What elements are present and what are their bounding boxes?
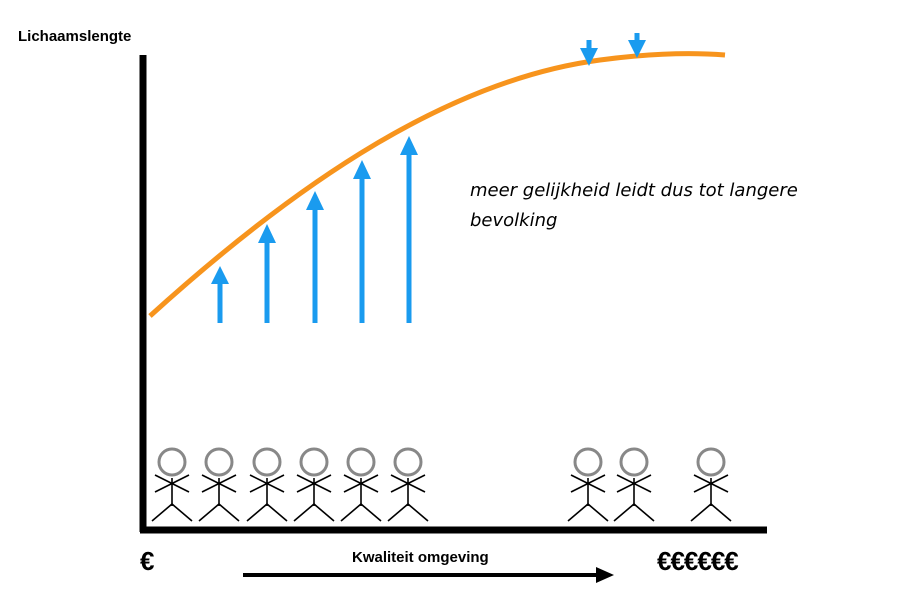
down-arrow-2 <box>628 33 646 58</box>
people-group <box>151 447 732 522</box>
down-arrows <box>580 33 646 66</box>
up-arrow-3 <box>306 191 324 323</box>
person-figure <box>690 447 732 522</box>
annotation-text: meer gelijkheid leidt dus tot langere be… <box>470 180 798 231</box>
person-figure <box>293 447 335 522</box>
person-figure <box>246 447 288 522</box>
person-figure <box>387 447 429 522</box>
person-figure <box>340 447 382 522</box>
down-arrow-1 <box>580 40 598 66</box>
low-wealth-label: € <box>140 546 155 576</box>
person-figure <box>198 447 240 522</box>
high-wealth-label: €€€€€€ <box>657 546 739 576</box>
up-arrow-2 <box>258 224 276 323</box>
x-axis-label: Kwaliteit omgeving <box>352 549 489 566</box>
up-arrows <box>211 136 418 323</box>
up-arrow-4 <box>353 160 371 323</box>
height-curve <box>148 51 726 318</box>
x-direction-arrow <box>243 567 614 583</box>
person-figure <box>151 447 193 522</box>
person-figure <box>567 447 609 522</box>
up-arrow-1 <box>211 266 229 323</box>
up-arrow-5 <box>400 136 418 323</box>
y-axis-label: Lichaamslengte <box>18 28 132 45</box>
person-figure <box>613 447 655 522</box>
